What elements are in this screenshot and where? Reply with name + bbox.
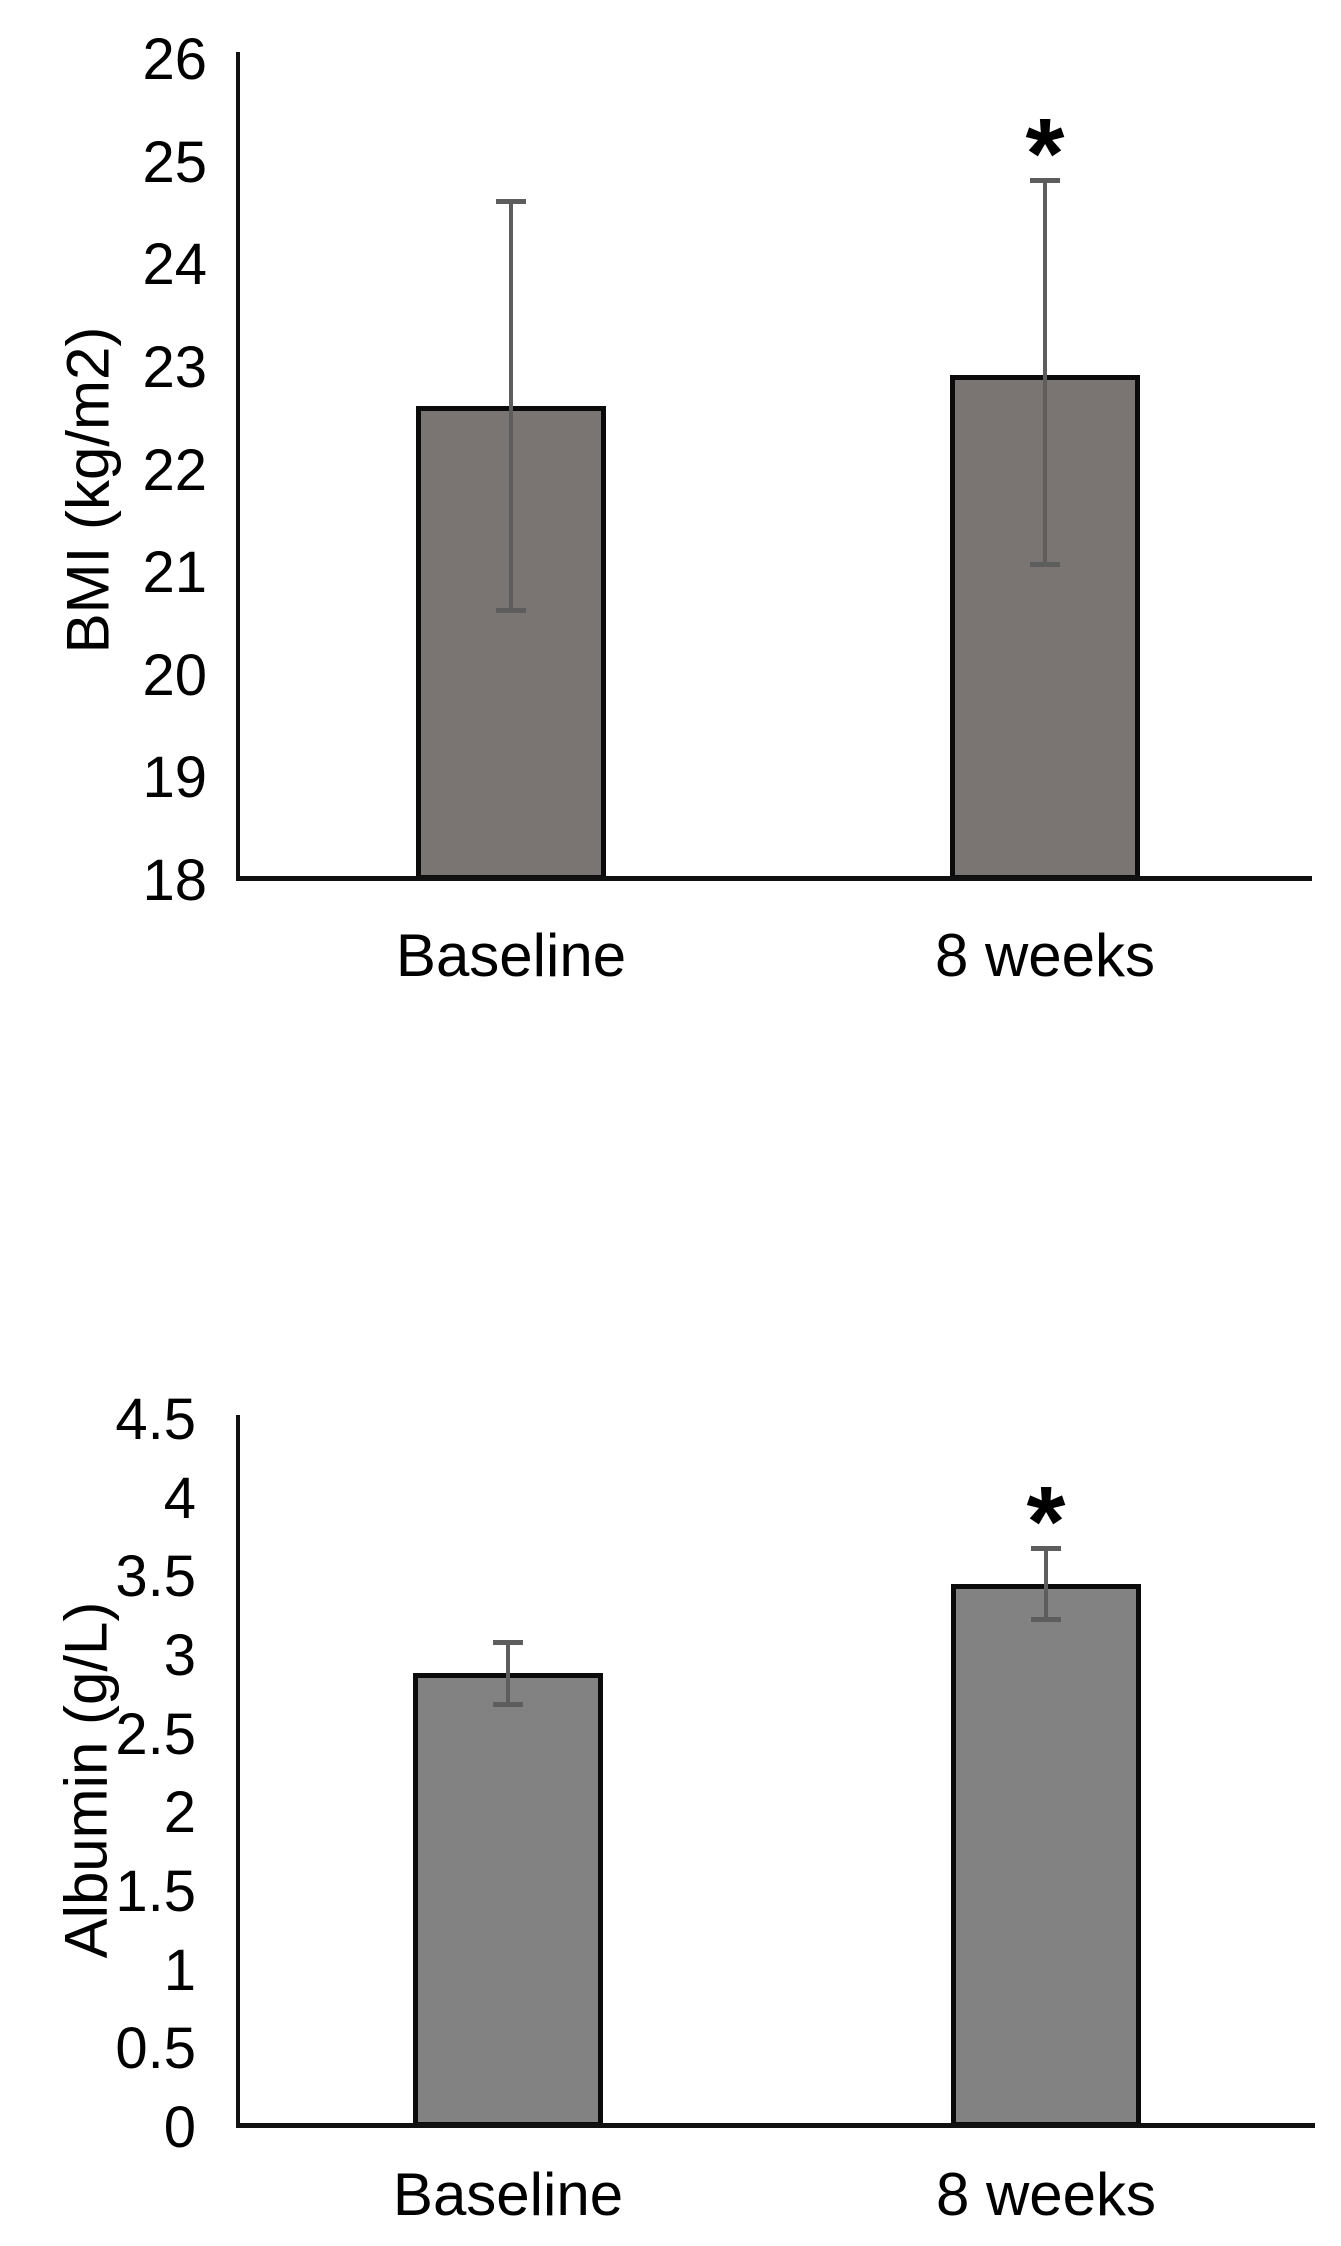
y-tick-label: 26 [142, 27, 207, 93]
error-cap-top-8-weeks [1031, 1545, 1061, 1551]
y-tick-label: 20 [142, 642, 207, 708]
y-tick-label: 22 [142, 437, 207, 503]
y-tick-label: 18 [142, 847, 207, 913]
bar-baseline [413, 1673, 603, 2127]
y-tick-label: 19 [142, 745, 207, 811]
category-label-baseline: Baseline [392, 2161, 624, 2228]
category-label-8-weeks: 8 weeks [934, 922, 1156, 989]
error-cap-bottom-baseline [496, 608, 526, 614]
y-tick-label: 23 [142, 334, 207, 400]
category-label-8-weeks: 8 weeks [935, 2161, 1157, 2228]
error-cap-top-baseline [493, 1639, 523, 1645]
error-cap-bottom-baseline [493, 1701, 523, 1707]
y-tick-label: 3.5 [115, 1544, 196, 1610]
y-tick-label: 1.5 [115, 1858, 196, 1924]
y-tick-label: 2 [163, 1780, 196, 1846]
x-axis-line [236, 2123, 1315, 2128]
error-cap-top-baseline [496, 198, 526, 204]
y-tick-label: 4 [163, 1465, 196, 1531]
error-bar-8-weeks [1043, 180, 1047, 566]
y-tick-label: 25 [142, 129, 207, 195]
y-tick-label: 3 [163, 1622, 196, 1688]
category-label-baseline: Baseline [395, 922, 627, 989]
significance-asterisk-8-weeks: * [1026, 1465, 1066, 1578]
y-tick-label: 24 [142, 232, 207, 298]
y-axis-line [236, 52, 240, 880]
y-tick-label: 21 [142, 540, 207, 606]
significance-asterisk-8-weeks: * [1025, 98, 1065, 211]
y-tick-label: 1 [163, 1937, 196, 2003]
error-bar-baseline [506, 1641, 510, 1705]
bar-8-weeks [951, 1583, 1141, 2127]
y-axis-line [236, 1415, 240, 2127]
y-tick-label: 4.5 [115, 1386, 196, 1452]
y-tick-label: 0 [163, 2094, 196, 2160]
y-tick-label: 2.5 [115, 1701, 196, 1767]
error-bar-8-weeks [1044, 1547, 1048, 1620]
error-cap-top-8-weeks [1030, 178, 1060, 184]
error-bar-baseline [509, 200, 513, 612]
y-tick-label: 0.5 [115, 2016, 196, 2082]
error-cap-bottom-8-weeks [1030, 562, 1060, 568]
x-axis-line [236, 876, 1312, 881]
error-cap-bottom-8-weeks [1031, 1616, 1061, 1622]
